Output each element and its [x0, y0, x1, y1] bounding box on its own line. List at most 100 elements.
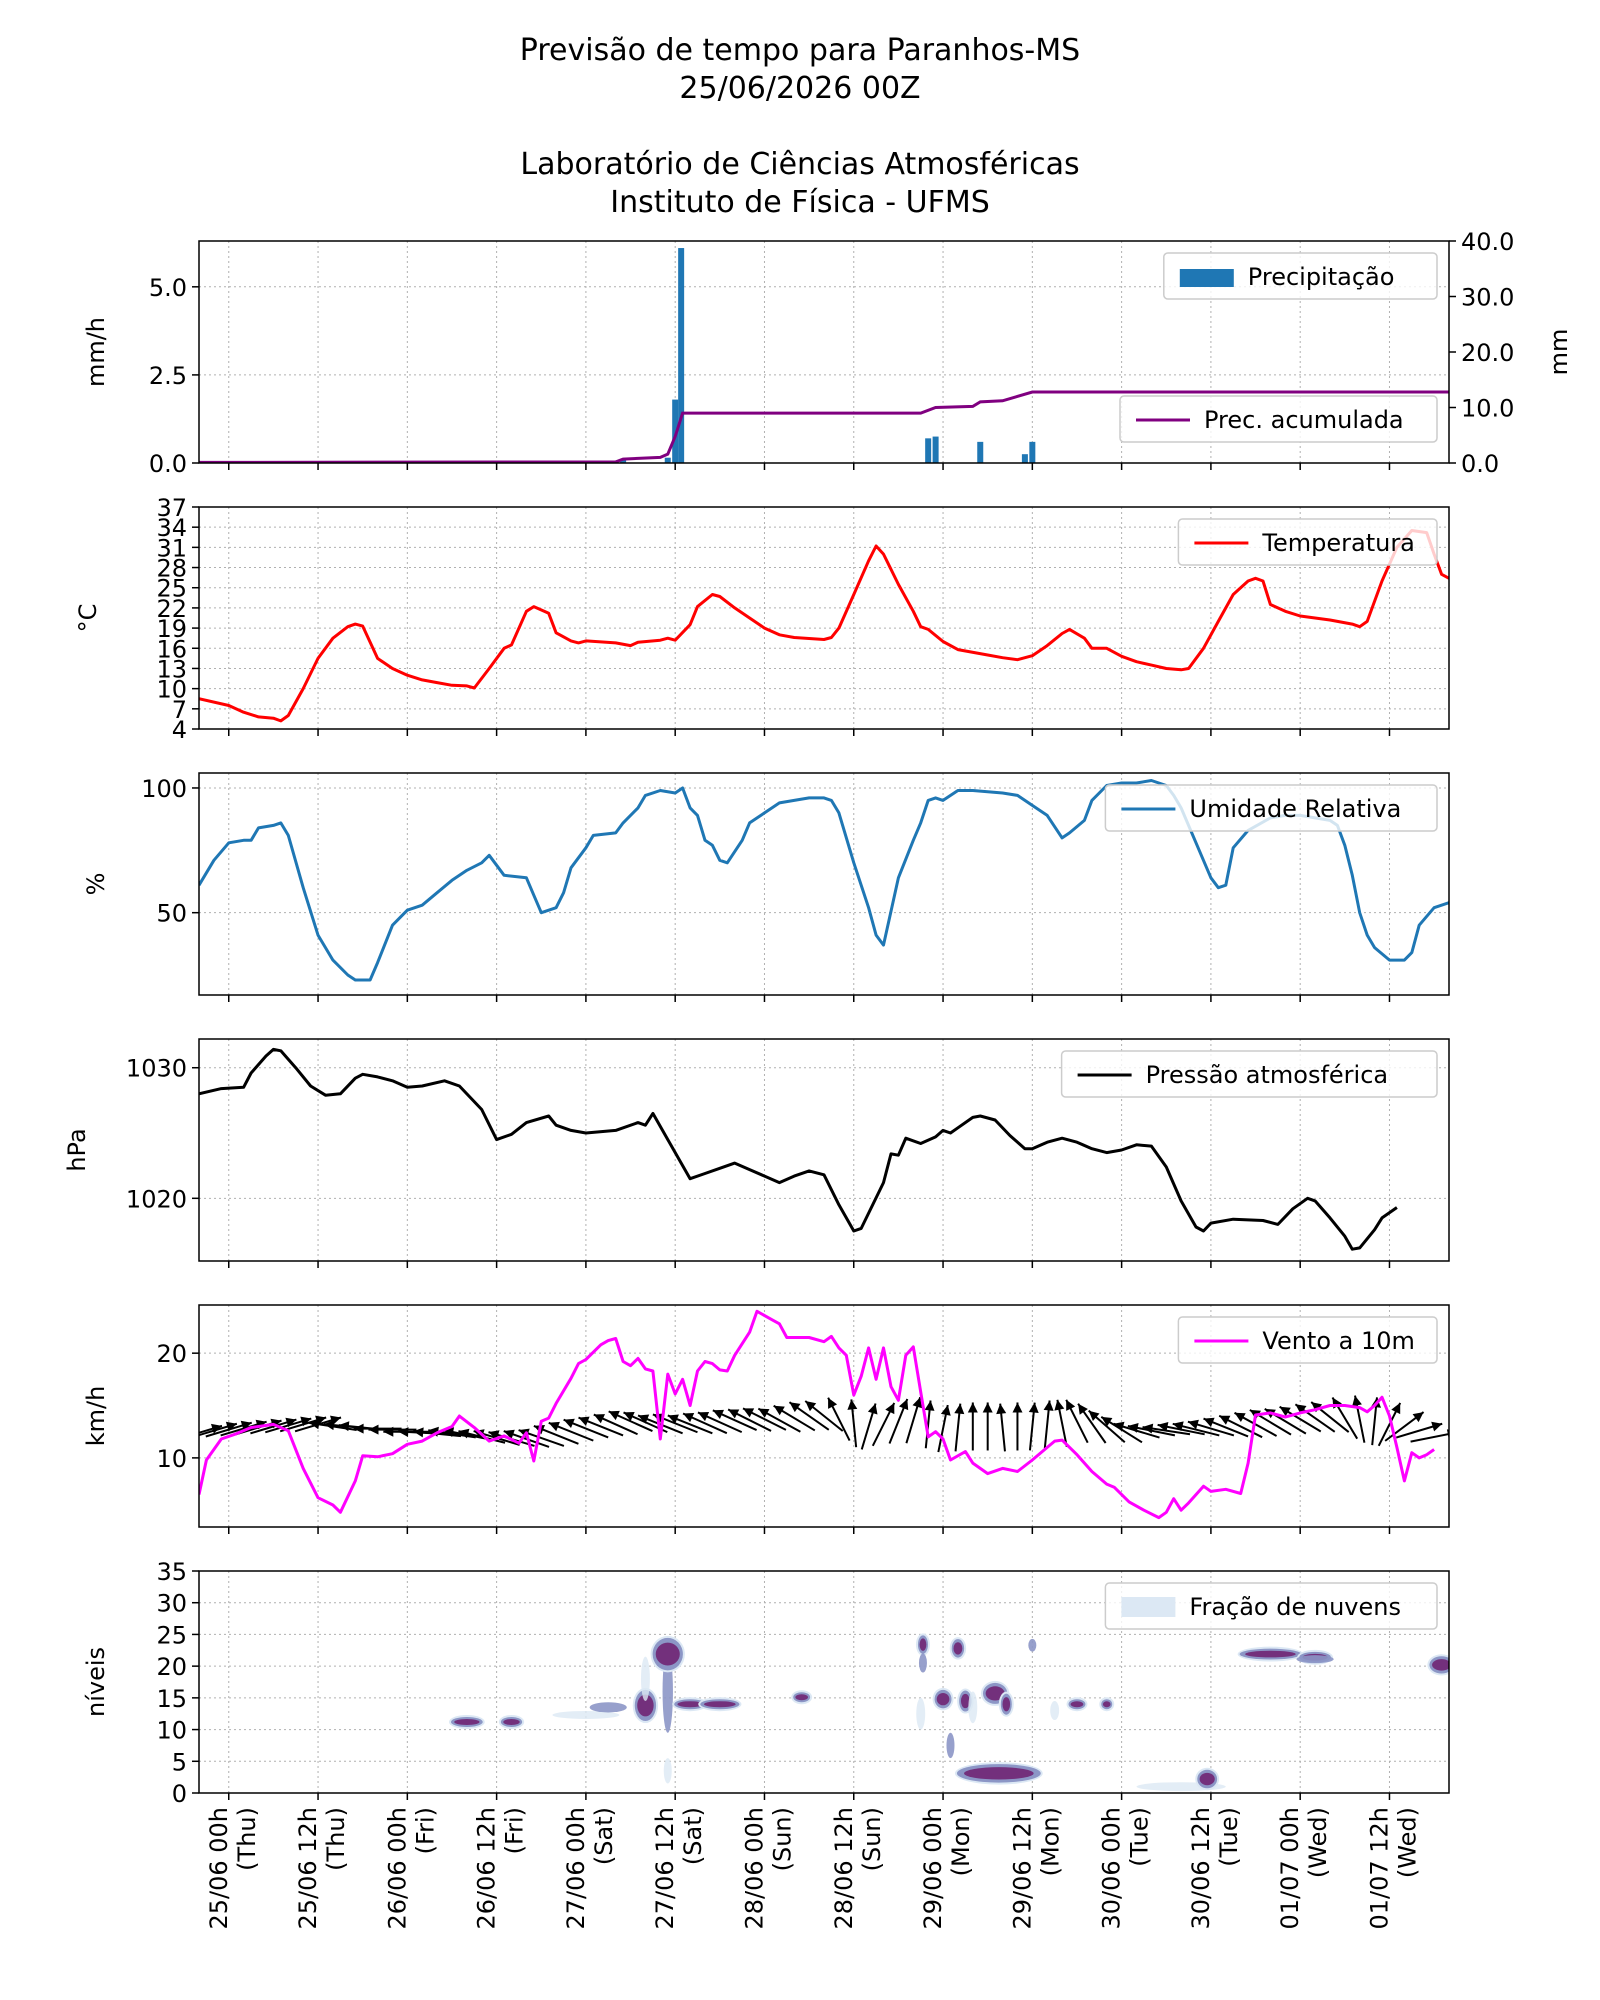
y-tick-label: 37 — [156, 494, 187, 522]
axes-frame — [198, 1304, 1450, 1528]
cloud-blob — [1050, 1701, 1060, 1721]
wind-arrow — [996, 1403, 1007, 1452]
legend-label: Umidade Relativa — [1189, 795, 1401, 823]
y-axis-label: % — [82, 873, 110, 896]
cloud-blob — [1427, 1654, 1449, 1676]
y-tick-label: 1020 — [126, 1185, 187, 1213]
wind-arrow — [1279, 1405, 1322, 1433]
wind-arrow — [954, 1403, 965, 1452]
x-tick-date-label: 01/07 00h — [1276, 1807, 1304, 1930]
plot-area-cloud — [448, 1633, 1449, 1792]
y-tick-label: 5.0 — [149, 274, 187, 302]
y-tick-label: 2.5 — [149, 362, 187, 390]
y-tick-label: 5 — [172, 1748, 187, 1776]
y2-tick-label: 30.0 — [1461, 284, 1514, 312]
wind-arrow — [1172, 1421, 1220, 1437]
wind-arrow — [804, 1400, 844, 1432]
y-tick-label: 10 — [156, 1717, 187, 1745]
wind-arrow — [578, 1416, 624, 1437]
cloud-blob — [632, 1687, 659, 1724]
title-line-4: Instituto de Física - UFMS — [610, 185, 990, 220]
cloud-blob — [954, 1762, 1043, 1785]
x-tick-date-label: 26/06 12h — [473, 1807, 501, 1930]
x-tick-day-label: (Sat) — [590, 1807, 618, 1865]
cloud-blob — [698, 1697, 742, 1712]
y-axis-label: °C — [74, 604, 102, 633]
x-tick-day-label: (Tue) — [1215, 1807, 1243, 1867]
wind-arrow — [1065, 1399, 1089, 1444]
cloud-blob — [663, 1758, 672, 1784]
wind-arrow — [1377, 1402, 1402, 1447]
x-tick-date-label: 30/06 12h — [1187, 1807, 1215, 1930]
cloud-blob — [552, 1710, 620, 1719]
legend-label: Fração de nuvens — [1189, 1593, 1401, 1621]
x-tick-day-label: (Mon) — [1036, 1807, 1064, 1876]
wind-arrow — [967, 1402, 978, 1451]
rh-line — [199, 779, 1449, 982]
axes-frame — [198, 1038, 1450, 1262]
wind-arrow — [1384, 1411, 1425, 1442]
y-tick-label: 7 — [172, 696, 187, 724]
x-tick-day-label: (Fri) — [501, 1807, 529, 1854]
wind-line — [199, 1309, 1435, 1520]
x-tick-date-label: 25/06 12h — [294, 1807, 322, 1930]
y2-axis-label: mm — [1545, 329, 1573, 376]
x-tick-day-label: (Sat) — [679, 1807, 707, 1865]
wind-arrow — [1218, 1414, 1263, 1439]
wind-arrow — [1012, 1402, 1023, 1451]
wind-arrow — [697, 1411, 743, 1434]
legend-cloud: Fração de nuvens — [1104, 1582, 1438, 1630]
legend-label: Vento a 10m — [1262, 1327, 1415, 1355]
wind-arrow — [727, 1408, 772, 1432]
cloud-blob — [1237, 1646, 1304, 1662]
cloud-blob — [946, 1732, 955, 1759]
axes-frame — [198, 772, 1450, 996]
y-tick-label: 50 — [156, 900, 187, 928]
axes-frame — [198, 506, 1450, 730]
x-tick-day-label: (Thu) — [233, 1807, 261, 1871]
panel-cloud: 0 5 10 15 20 25 30 35 níveis Fração de nuvens 25/0… — [82, 1558, 1450, 1930]
wind-arrow — [757, 1407, 801, 1433]
y-tick-label: 31 — [156, 534, 187, 562]
wind-arrow — [682, 1412, 728, 1435]
temp-line — [199, 529, 1449, 723]
y-tick-label: 0.0 — [149, 450, 187, 478]
wind-arrow — [1077, 1403, 1107, 1444]
x-tick-date-label: 30/06 00h — [1098, 1807, 1126, 1930]
x-tick-day-label: (Thu) — [322, 1807, 350, 1871]
y-tick-label: 20 — [156, 1653, 187, 1681]
plot-area-rh — [199, 779, 1449, 982]
wind-arrow — [742, 1407, 787, 1431]
title-line-1: Previsão de tempo para Paranhos-MS — [519, 33, 1081, 68]
wind-arrow — [888, 1398, 909, 1444]
wind-arrow — [712, 1409, 758, 1431]
y2-tick-label: 20.0 — [1461, 339, 1514, 367]
legend-precip: Precipitação — [1163, 252, 1438, 300]
y-tick-label: 0 — [172, 1780, 187, 1808]
legend-label: Temperatura — [1261, 529, 1415, 557]
cloud-blob — [1099, 1697, 1115, 1712]
cloud-blob — [949, 1637, 967, 1660]
wind-arrow — [924, 1400, 935, 1449]
x-tick-date-label: 28/06 00h — [740, 1807, 768, 1930]
y-tick-label: 15 — [156, 1685, 187, 1713]
wind-arrows — [199, 1395, 1449, 1453]
plot-area-precip — [199, 248, 1449, 463]
wind-arrow — [563, 1418, 609, 1439]
wind-arrow — [608, 1410, 653, 1432]
y-tick-label: 35 — [156, 1558, 187, 1586]
wind-arrow — [1310, 1401, 1350, 1433]
y-tick-label: 4 — [172, 716, 187, 744]
axes-frame — [198, 1570, 1450, 1794]
legend-label: Precipitação — [1248, 263, 1395, 291]
precip-bar — [1029, 441, 1036, 463]
wind-arrow — [1395, 1421, 1443, 1439]
x-tick-date-label: 25/06 00h — [205, 1807, 233, 1930]
y-tick-label: 16 — [156, 635, 187, 663]
x-tick-date-label: 28/06 12h — [830, 1807, 858, 1930]
y-tick-label: 20 — [156, 1340, 187, 1368]
plot-area-temp — [199, 529, 1449, 723]
legend-label: Prec. acumulada — [1204, 406, 1404, 434]
wind-arrow — [637, 1414, 683, 1435]
